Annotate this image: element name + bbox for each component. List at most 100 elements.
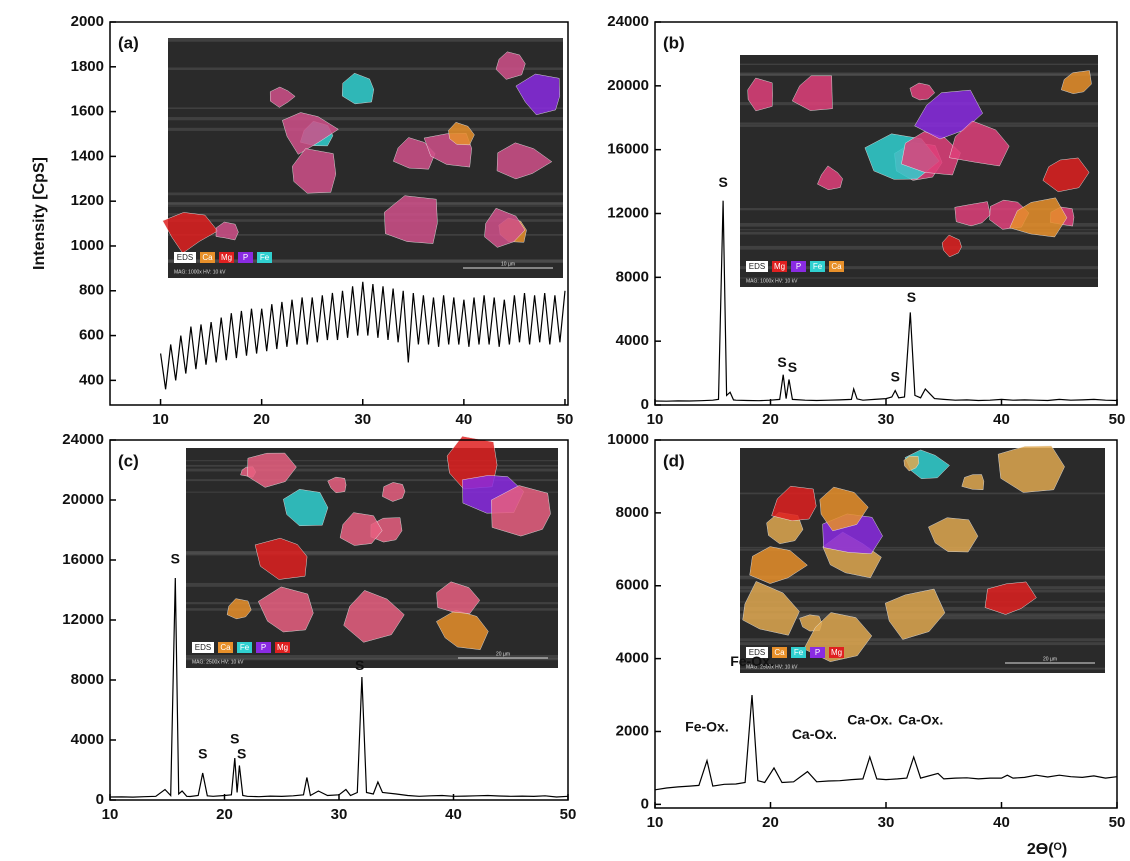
legend-swatch (810, 647, 825, 658)
spectrum-line (109, 577, 569, 798)
sem-streak (740, 638, 1105, 642)
peak-label: S (355, 657, 364, 673)
sem-streak (740, 245, 1098, 250)
x-tick-label: 20 (216, 806, 233, 823)
sem-streak (186, 491, 558, 493)
sem-particle (327, 476, 347, 494)
sem-streak (740, 231, 1098, 235)
panel-label: (c) (118, 451, 139, 470)
sem-particle (791, 75, 833, 111)
y-tick-label: 0 (641, 396, 649, 413)
y-tick-label: 8000 (71, 671, 104, 688)
peak-label: S (788, 359, 797, 375)
legend-label: P (243, 253, 248, 262)
y-tick-label: 800 (79, 282, 104, 299)
y-tick-label: 2000 (71, 13, 104, 30)
sem-streak (740, 277, 1098, 279)
x-tick-label: 50 (1109, 411, 1126, 428)
legend-swatch (746, 261, 768, 272)
y-tick-label: 20000 (62, 491, 104, 508)
legend-swatch (192, 642, 214, 653)
sem-particle (343, 590, 405, 643)
sem-particle (254, 537, 308, 580)
sem-streak (168, 259, 563, 263)
sem-streak (740, 548, 1105, 551)
sem-streak (740, 667, 1105, 670)
sem-streak (186, 479, 558, 482)
scale-label: 20 µm (496, 651, 510, 657)
sem-streak (740, 586, 1105, 590)
peak-label: S (777, 354, 786, 370)
sem-particle (903, 455, 920, 472)
y-tick-label: 1000 (71, 237, 104, 254)
sem-streak (186, 582, 558, 587)
y-tick-label: 8000 (616, 268, 649, 285)
peak-label: Ca-Ox. (847, 711, 892, 727)
peak-label: S (230, 731, 239, 747)
x-tick-label: 40 (993, 411, 1010, 428)
y-tick-label: 0 (96, 791, 104, 808)
sem-particle (341, 72, 375, 105)
sem-streak (168, 219, 563, 222)
y-axis-label: Intensity [CpS] (31, 157, 48, 270)
sem-streak (740, 73, 1098, 75)
sem-particle (226, 598, 252, 620)
legend-swatch (200, 252, 215, 263)
y-tick-label: 12000 (607, 204, 649, 221)
sem-streak (168, 127, 563, 131)
sem-particle (1009, 197, 1068, 238)
x-tick-label: 20 (762, 814, 779, 831)
x-tick-label: 10 (647, 411, 664, 428)
sem-streak (740, 63, 1098, 65)
sem-particle (384, 195, 438, 244)
x-tick-label: 10 (647, 814, 664, 831)
sem-streak (168, 234, 563, 236)
sem-streak (740, 229, 1098, 231)
legend-swatch (257, 252, 272, 263)
legend-label: EDS (177, 253, 193, 262)
x-tick-label: 20 (253, 411, 270, 428)
sem-particle (436, 581, 481, 614)
sem-particle (909, 82, 936, 101)
y-tick-label: 600 (79, 327, 104, 344)
sem-streak (168, 67, 563, 71)
y-tick-label: 8000 (616, 504, 649, 521)
sem-particle (948, 120, 1010, 167)
sem-streak (168, 38, 563, 42)
sem-particle (742, 581, 800, 636)
y-tick-label: 400 (79, 371, 104, 388)
sem-particle (941, 234, 962, 258)
sem-streak (186, 464, 558, 467)
peak-label: Ca-Ox. (898, 711, 943, 727)
legend-swatch (829, 647, 844, 658)
x-tick-label: 40 (993, 814, 1010, 831)
sem-particle (1060, 70, 1092, 94)
legend-swatch (810, 261, 825, 272)
legend-label: Mg (221, 253, 232, 262)
x-tick-label: 40 (445, 806, 462, 823)
y-tick-label: 6000 (616, 577, 649, 594)
legend-swatch (746, 647, 768, 658)
x-tick-label: 30 (331, 806, 348, 823)
sem-streak (740, 492, 1105, 495)
sem-particle (162, 212, 219, 254)
sem-particle (771, 485, 817, 522)
panel-label: (d) (663, 451, 685, 470)
legend-label: P (815, 648, 820, 657)
y-tick-label: 12000 (62, 611, 104, 628)
sem-particle (819, 486, 869, 532)
y-tick-label: 1200 (71, 192, 104, 209)
legend-label: EDS (195, 643, 211, 652)
y-tick-label: 10000 (607, 431, 649, 448)
sem-particle (928, 517, 979, 553)
sem-streak (740, 575, 1105, 578)
legend-label: Ca (202, 253, 213, 262)
sem-streak (168, 107, 563, 110)
legend-swatch (219, 252, 234, 263)
sem-particle (448, 122, 475, 146)
sem-streak (168, 202, 563, 205)
sem-particle (283, 489, 329, 527)
sem-streak (740, 208, 1098, 211)
legend-label: EDS (749, 262, 765, 271)
